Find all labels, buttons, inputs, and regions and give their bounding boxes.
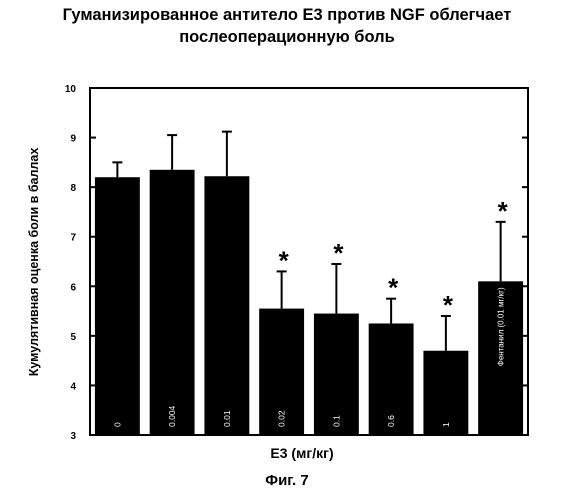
category-label: 1: [441, 422, 451, 427]
category-label: 0.01: [222, 410, 232, 427]
y-tick-label: 8: [70, 183, 76, 194]
y-tick-label: 5: [70, 332, 76, 343]
y-axis-label: Кумулятивная оценка боли в баллах: [27, 148, 41, 377]
category-label: 0.02: [277, 410, 287, 427]
y-tick-label: 10: [65, 84, 77, 95]
y-tick-label: 6: [70, 282, 76, 293]
y-tick-label: 7: [70, 233, 76, 244]
category-label: 0.004: [167, 405, 177, 427]
significance-marker: *: [333, 238, 344, 268]
category-label: Фентанил (0.01 мг/кг): [497, 287, 506, 366]
significance-marker: *: [388, 273, 399, 303]
bars-group: 0 0.004 0.01 * 0.02 * 0.1 * 0.6 * 1 * Фентанил (0.01…: [95, 132, 523, 435]
bar: [150, 170, 195, 435]
significance-marker: *: [279, 245, 290, 275]
bar: [95, 177, 140, 435]
category-label: 0: [112, 422, 122, 427]
figure-caption: Фиг. 7: [0, 472, 574, 489]
y-tick-label: 9: [70, 134, 76, 145]
y-tick-label: 4: [70, 381, 76, 392]
x-axis-label: Е3 (мг/кг): [270, 445, 333, 461]
bar: [204, 176, 249, 435]
significance-marker: *: [443, 290, 454, 320]
y-tick-label: 3: [70, 431, 76, 442]
significance-marker: *: [498, 196, 509, 226]
category-label: 0.1: [331, 415, 341, 427]
category-label: 0.6: [386, 415, 396, 427]
